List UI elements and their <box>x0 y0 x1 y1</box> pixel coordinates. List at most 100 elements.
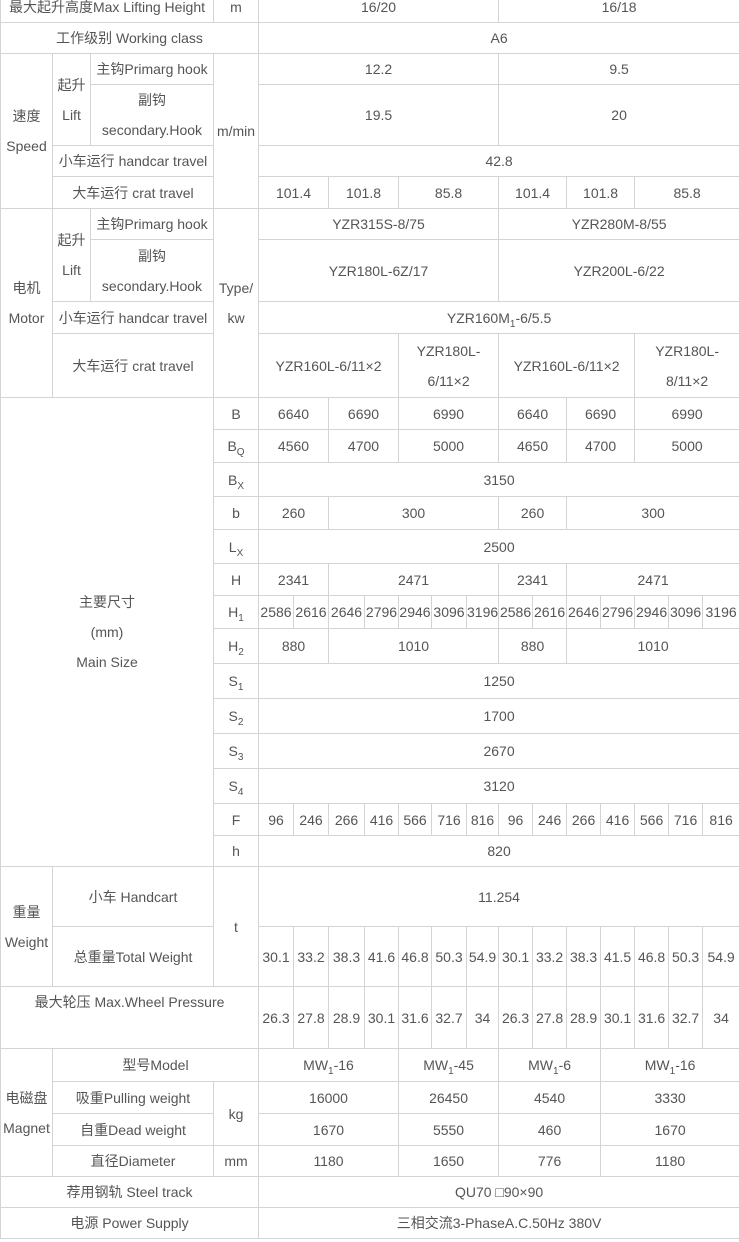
value-cell: 3150 <box>257 462 739 497</box>
text-part: MW <box>528 1057 553 1073</box>
value-cell: 3196 <box>465 595 500 629</box>
value-cell: QU70 □90×90 <box>257 1176 739 1208</box>
row-label: 电源 Power Supply <box>0 1207 259 1239</box>
value-cell: 1670 <box>258 1113 399 1146</box>
dimension-symbol: H1 <box>213 595 259 629</box>
value-cell: 34 <box>702 986 739 1049</box>
value-cell: 246 <box>532 803 568 836</box>
value-cell: 3120 <box>257 768 739 804</box>
value-cell: 2471 <box>327 563 500 596</box>
table-row: 大车运行 crat travel 101.4 101.8 85.8 101.4 101.8… <box>1 176 739 209</box>
value-cell: 266 <box>566 803 602 836</box>
value-cell: 30.1 <box>364 986 399 1049</box>
lift-label: 起升 Lift <box>52 53 91 146</box>
value-cell: YZR160M1-6/5.5 <box>257 301 739 334</box>
row-label: 小车运行 handcar travel <box>52 145 214 177</box>
value-cell: 54.9 <box>702 926 739 987</box>
value-cell: 2586 <box>258 595 294 629</box>
value-cell: 260 <box>258 496 329 530</box>
text-part: MW <box>303 1057 329 1073</box>
table-row: BX 3150 <box>1 462 739 497</box>
subscript: 1 <box>238 613 244 624</box>
value-cell: 2471 <box>566 563 739 596</box>
value-cell: 260 <box>498 496 568 530</box>
text-part: S <box>228 743 238 759</box>
value-cell: 6990 <box>397 397 500 430</box>
value-cell: YZR200L-6/22 <box>498 239 739 302</box>
text-part: S <box>228 708 238 724</box>
label-line: 副钩 <box>138 92 166 108</box>
value-cell: 6690 <box>328 397 399 430</box>
text-part: -16 <box>333 1057 354 1073</box>
table-row: 小车运行 handcar travel YZR160M1-6/5.5 <box>1 301 739 334</box>
motor-group-label: 电机 Motor <box>0 208 53 398</box>
value-cell: 300 <box>327 496 500 530</box>
value-cell: 300 <box>566 496 739 530</box>
value-cell: 2616 <box>293 595 329 629</box>
value-cell: 2946 <box>634 595 670 629</box>
table-row: BQ 4560 4700 5000 4650 4700 5000 <box>1 429 739 463</box>
value-cell: MW1-45 <box>397 1048 500 1082</box>
value-cell: 246 <box>293 803 329 836</box>
value-cell: 2341 <box>258 563 329 596</box>
value-cell: 19.5 <box>257 84 500 146</box>
row-label: 大车运行 crat travel <box>52 176 214 209</box>
text-part: S <box>228 778 238 794</box>
value-cell: 33.2 <box>293 926 329 987</box>
value-cell: 11.254 <box>257 866 739 927</box>
value-cell: 2946 <box>398 595 432 629</box>
value-cell: 5000 <box>634 429 739 463</box>
unit-cell: kg <box>213 1081 259 1146</box>
value-cell: 20 <box>498 84 739 146</box>
value-cell: 31.6 <box>634 986 670 1049</box>
label-line: Main Size <box>76 654 138 670</box>
value-cell: 816 <box>702 803 739 836</box>
subscript: X <box>236 547 244 559</box>
dimension-symbol: h <box>213 835 259 867</box>
text-part: -45 <box>453 1057 474 1073</box>
table-row: 电磁盘 Magnet 型号Model MW1-16 MW1-45 MW1-6 MW1-16 <box>0 1048 739 1177</box>
value-cell: 6640 <box>498 397 568 430</box>
value-cell: 1650 <box>397 1145 500 1177</box>
label-line: Speed <box>6 138 47 154</box>
value-cell: 33.2 <box>532 926 568 987</box>
table-row: S2 1700 <box>1 698 739 734</box>
value-cell: 776 <box>498 1145 602 1177</box>
value-cell: 2796 <box>600 595 636 629</box>
dimension-symbol: S4 <box>213 768 259 804</box>
label-line: 重量 <box>12 903 41 920</box>
label-line: 主要尺寸 <box>79 594 135 610</box>
table-row: 工作级别 Working class A6 <box>0 22 739 54</box>
subscript: 1 <box>553 1066 559 1077</box>
value-cell: 2646 <box>328 595 365 629</box>
text-part: B <box>231 405 241 422</box>
table-row: H1 2586 2616 2646 2796 2946 3096 3196 2586 2616 26… <box>1 595 739 629</box>
unit-cell: m <box>213 0 259 23</box>
speed-group-label: 速度 Speed <box>0 53 53 209</box>
table-row: 小车运行 handcar travel 42.8 <box>1 145 739 177</box>
label-line: 速度 <box>12 108 41 124</box>
subscript: X <box>237 480 244 492</box>
dimension-symbol: H <box>213 563 259 596</box>
label-line: 电机 <box>12 280 41 296</box>
value-cell: MW1-16 <box>600 1048 739 1082</box>
dimension-symbol: B <box>213 397 259 430</box>
value-cell: 50.3 <box>431 926 467 987</box>
value-cell: 96 <box>498 803 534 836</box>
value-cell: 816 <box>465 803 500 836</box>
value-cell: 2616 <box>532 595 568 629</box>
text-part: YZR160M <box>446 309 510 326</box>
value-cell: 416 <box>364 803 399 836</box>
label-line: (mm) <box>90 624 124 640</box>
text-part: F <box>231 811 241 828</box>
dimension-symbol: H2 <box>213 628 259 664</box>
text-part: MW <box>423 1057 449 1073</box>
row-label: 最大起升高度Max Lifting Height <box>0 0 214 23</box>
row-label: 主钩Primarg hook <box>90 208 214 240</box>
row-label: 吸重Pulling weight <box>52 1081 214 1114</box>
value-cell: 566 <box>634 803 670 836</box>
dimension-symbol: BQ <box>213 429 259 463</box>
value-cell: 42.8 <box>257 145 739 177</box>
